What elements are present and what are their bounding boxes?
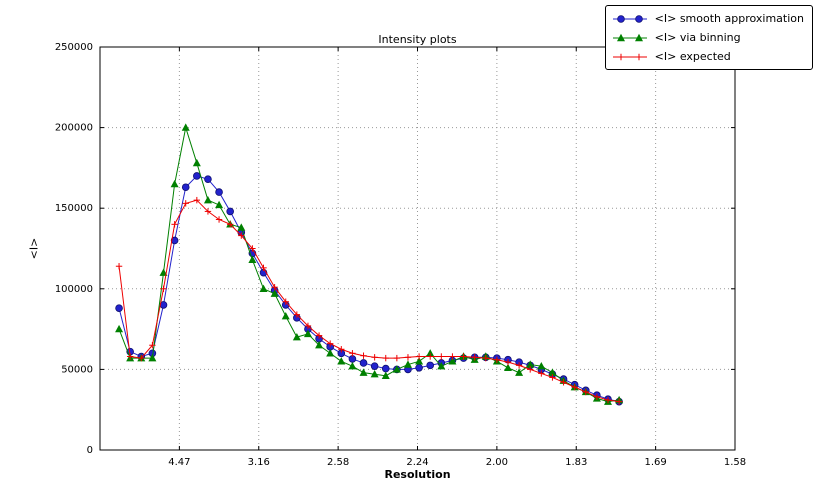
x-tick-label: 1.58 bbox=[724, 457, 746, 468]
marker-triangle bbox=[337, 357, 346, 365]
chart-title: Intensity plots bbox=[378, 33, 457, 46]
marker-triangle bbox=[303, 329, 312, 338]
marker-triangle bbox=[526, 360, 535, 368]
legend-label: <I> via binning bbox=[654, 31, 741, 44]
y-axis-label: <I> bbox=[27, 237, 41, 260]
marker-triangle bbox=[415, 357, 424, 365]
legend-marker-sample bbox=[612, 14, 647, 23]
marker-triangle bbox=[248, 255, 257, 263]
marker-triangle bbox=[270, 289, 279, 297]
marker-triangle bbox=[315, 341, 324, 349]
marker-circle bbox=[170, 236, 179, 245]
x-tick-label: 2.24 bbox=[406, 457, 428, 468]
marker-circle bbox=[181, 183, 190, 192]
marker-triangle bbox=[392, 365, 401, 373]
series-line-1 bbox=[118, 127, 620, 403]
marker-triangle bbox=[537, 361, 546, 370]
marker-triangle bbox=[159, 268, 168, 276]
marker-circle bbox=[193, 172, 201, 180]
legend-label: <I> expected bbox=[654, 50, 731, 63]
marker-triangle bbox=[115, 324, 124, 333]
marker-circle bbox=[359, 359, 368, 367]
marker-triangle bbox=[181, 123, 190, 131]
x-axis-label: Resolution bbox=[384, 468, 451, 481]
x-tick-label: 2.00 bbox=[486, 457, 508, 468]
marker-circle bbox=[381, 364, 390, 373]
marker-triangle bbox=[203, 195, 212, 204]
marker-circle bbox=[370, 362, 379, 370]
legend-item-1: <I> via binning bbox=[611, 28, 804, 47]
marker-triangle bbox=[426, 349, 435, 357]
marker-circle bbox=[115, 304, 123, 312]
marker-circle bbox=[415, 363, 423, 372]
legend: <I> smooth approximation <I> via binning <… bbox=[604, 5, 813, 70]
marker-triangle bbox=[281, 312, 290, 320]
marker-circle bbox=[426, 361, 435, 370]
marker-triangle bbox=[192, 158, 201, 167]
marker-circle bbox=[226, 207, 234, 216]
marker-triangle bbox=[170, 179, 179, 188]
marker-triangle bbox=[326, 349, 335, 357]
x-tick-label: 1.69 bbox=[644, 457, 666, 468]
y-tick-label: 150000 bbox=[55, 203, 93, 214]
marker-triangle bbox=[515, 368, 524, 376]
ticks: 4.47 3.16 2.58 2.24 2.00 1.83 1.69 1.58 0 50000 10… bbox=[55, 42, 746, 468]
marker-triangle bbox=[503, 363, 512, 371]
marker-triangle bbox=[215, 200, 224, 209]
x-tick-label: 2.58 bbox=[327, 457, 349, 468]
y-tick-label: 200000 bbox=[55, 123, 93, 134]
legend-marker-sample bbox=[612, 53, 647, 60]
legend-marker-sample bbox=[612, 33, 647, 41]
legend-item-2: <I> expected bbox=[611, 47, 804, 66]
series-2 bbox=[115, 196, 623, 405]
marker-triangle bbox=[548, 368, 557, 376]
marker-circle bbox=[348, 355, 357, 363]
series-1 bbox=[115, 123, 624, 405]
marker-triangle bbox=[437, 361, 446, 370]
marker-triangle bbox=[259, 284, 268, 292]
marker-triangle bbox=[448, 357, 457, 365]
marker-triangle bbox=[237, 223, 246, 231]
y-tick-label: 50000 bbox=[61, 364, 93, 375]
marker-triangle bbox=[370, 370, 379, 378]
x-tick-label: 1.83 bbox=[565, 457, 587, 468]
marker-circle bbox=[215, 188, 223, 196]
marker-triangle bbox=[359, 368, 368, 376]
series-line-0 bbox=[118, 175, 620, 403]
y-tick-label: 0 bbox=[87, 445, 93, 456]
marker-triangle bbox=[348, 361, 357, 370]
marker-circle bbox=[204, 175, 212, 183]
x-tick-label: 4.47 bbox=[168, 457, 190, 468]
y-tick-label: 100000 bbox=[55, 284, 93, 295]
legend-item-0: <I> smooth approximation bbox=[611, 9, 804, 28]
marker-triangle bbox=[148, 353, 157, 362]
x-tick-label: 3.16 bbox=[248, 457, 270, 468]
plot-area bbox=[100, 47, 735, 450]
marker-triangle bbox=[381, 371, 390, 380]
marker-triangle bbox=[403, 360, 412, 368]
legend-label: <I> smooth approximation bbox=[654, 12, 804, 25]
y-tick-label: 250000 bbox=[55, 42, 93, 53]
marker-triangle bbox=[292, 332, 301, 341]
series-line-2 bbox=[118, 199, 620, 403]
